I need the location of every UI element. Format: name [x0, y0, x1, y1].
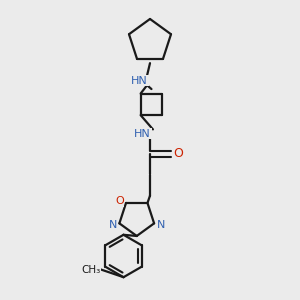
Text: N: N [156, 220, 165, 230]
Text: N: N [109, 220, 117, 230]
Text: O: O [174, 147, 184, 160]
Text: O: O [115, 196, 124, 206]
Text: HN: HN [131, 76, 148, 86]
Text: HN: HN [134, 129, 151, 139]
Text: CH₃: CH₃ [82, 265, 101, 275]
